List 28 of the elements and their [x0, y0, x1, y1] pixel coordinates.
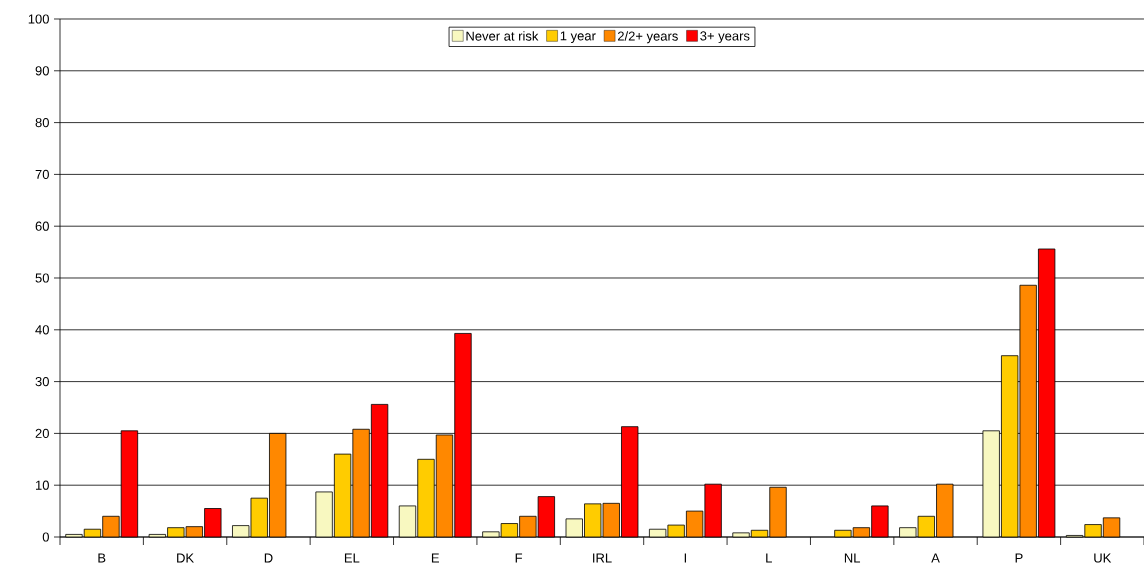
x-tick-label: L [766, 553, 772, 563]
x-tick-label: I [684, 553, 686, 563]
y-tick-label: 10 [35, 480, 49, 490]
y-tick-label: 30 [35, 376, 49, 387]
legend-label: 3+ years [700, 31, 750, 44]
x-tick-label: EL [344, 553, 360, 563]
y-tick-label: 90 [35, 66, 49, 76]
y-tick-label: 20 [35, 428, 49, 438]
x-tick-label: P [1015, 553, 1023, 563]
y-tick-label: 50 [35, 273, 49, 283]
legend-label: 2/2+ years [617, 31, 678, 44]
y-tick-label: 0 [42, 532, 49, 542]
x-tick-label: D [264, 553, 273, 563]
x-tick-label: UK [1094, 553, 1112, 563]
x-tick-label: F [515, 553, 523, 563]
y-tick-label: 100 [28, 14, 49, 24]
legend-label: 1 year [560, 31, 596, 44]
x-tick-label: NL [844, 553, 861, 563]
x-tick-label: IRL [593, 553, 612, 563]
x-tick-label: E [431, 553, 439, 563]
legend-label: Never at risk [466, 31, 539, 41]
x-tick-label: A [931, 553, 940, 563]
y-tick-label: 60 [35, 221, 49, 231]
y-tick-label: 70 [35, 169, 49, 179]
y-tick-label: 40 [35, 325, 49, 335]
y-tick-label: 80 [35, 117, 49, 128]
x-tick-label: B [98, 553, 106, 563]
x-tick-label: DK [177, 553, 194, 563]
